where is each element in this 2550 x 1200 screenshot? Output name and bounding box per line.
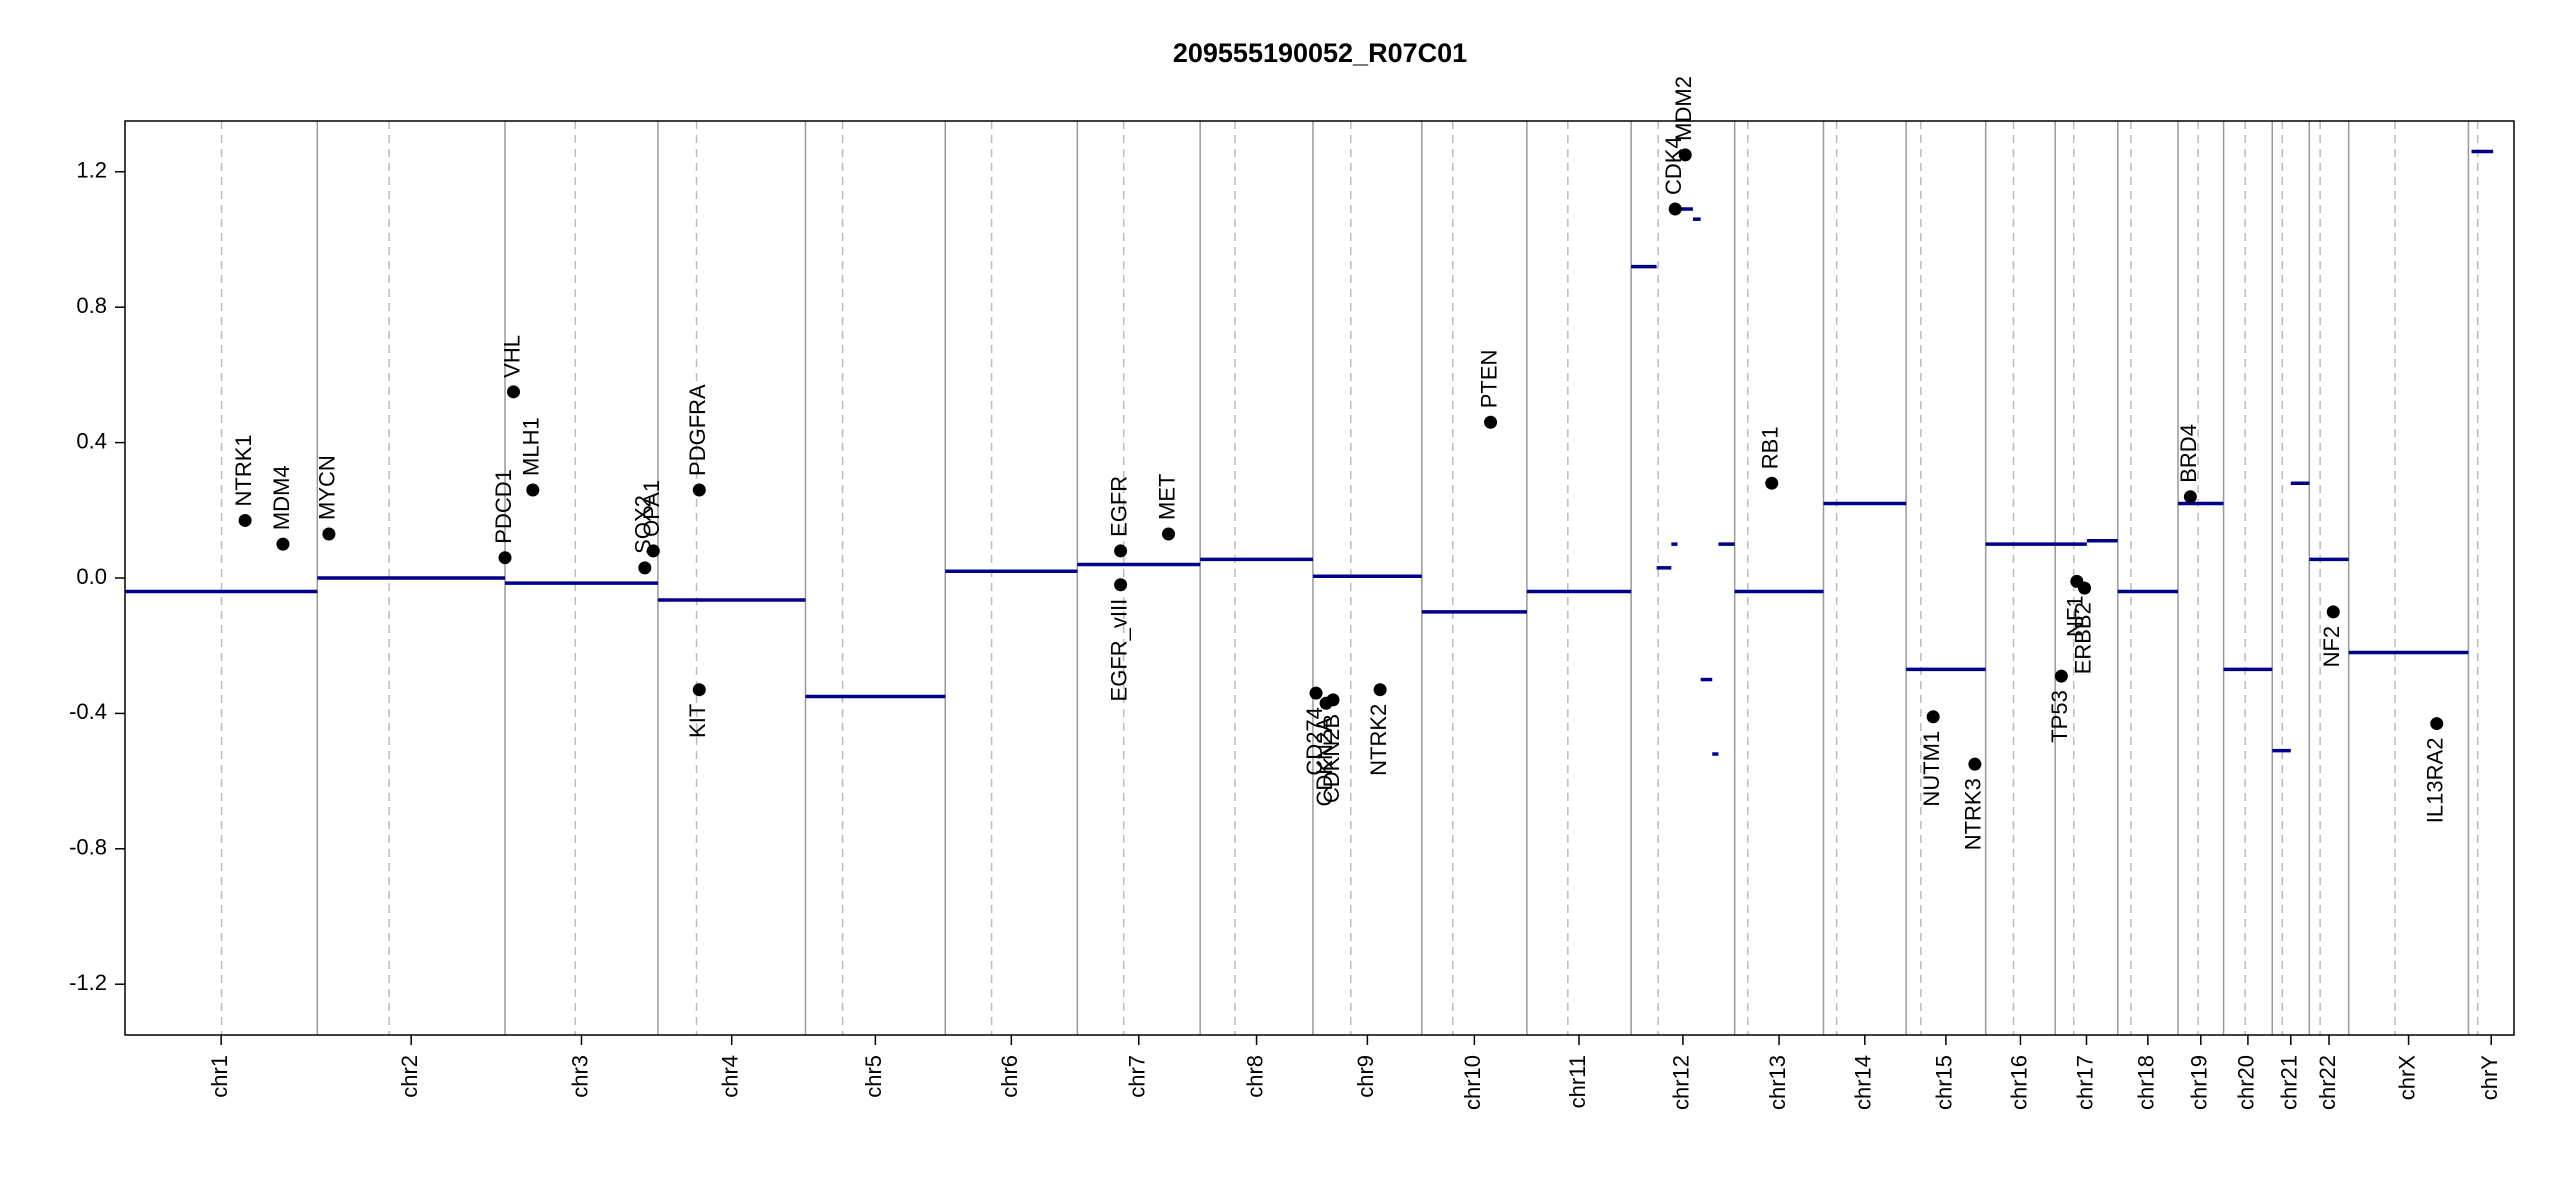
- gene-label: PDCD1: [491, 469, 516, 544]
- x-tick-label: chr9: [1353, 1055, 1378, 1098]
- x-tick-label: chr8: [1242, 1055, 1267, 1098]
- gene-label: EGFR: [1106, 476, 1131, 537]
- gene-label: CDKN2B: [1319, 714, 1344, 803]
- gene-point: [1373, 683, 1387, 697]
- gene-label: EGFR_vIII: [1106, 599, 1131, 702]
- gene-point: [2183, 490, 2197, 504]
- gene-label: MET: [1154, 474, 1179, 520]
- y-tick-label: 0.4: [76, 428, 107, 453]
- x-tick-label: chr4: [718, 1055, 743, 1098]
- gene-point: [498, 551, 512, 565]
- gene-point: [507, 385, 521, 399]
- x-tick-label: chr12: [1669, 1055, 1694, 1110]
- gene-point: [1484, 415, 1498, 429]
- gene-label: SOX2: [631, 495, 656, 554]
- chart-title: 209555190052_R07C01: [1173, 38, 1467, 68]
- gene-label: MDM2: [1671, 76, 1696, 141]
- x-tick-label: chr7: [1125, 1055, 1150, 1098]
- y-tick-label: -0.4: [69, 699, 107, 724]
- x-tick-label: chr20: [2234, 1055, 2259, 1110]
- x-tick-label: chr14: [1851, 1055, 1876, 1110]
- gene-label: MDM4: [269, 465, 294, 530]
- gene-point: [238, 513, 252, 527]
- gene-point: [1326, 693, 1340, 707]
- gene-label: NTRK1: [231, 434, 256, 506]
- y-tick-label: -0.8: [69, 835, 107, 860]
- gene-point: [638, 561, 652, 575]
- x-tick-label: chr22: [2315, 1055, 2340, 1110]
- gene-point: [1668, 202, 1682, 216]
- gene-point: [1968, 757, 1982, 771]
- x-tick-label: chr18: [2134, 1055, 2159, 1110]
- x-tick-label: chr10: [1460, 1055, 1485, 1110]
- y-tick-label: 0.0: [76, 564, 107, 589]
- x-tick-label: chr2: [397, 1055, 422, 1098]
- gene-label: NTRK3: [1961, 778, 1986, 850]
- gene-label: NF2: [2319, 626, 2344, 668]
- gene-label: NF1: [2063, 595, 2088, 637]
- x-tick-label: chr6: [997, 1055, 1022, 1098]
- gene-label: PTEN: [1476, 350, 1501, 409]
- x-tick-label: chr21: [2277, 1055, 2302, 1110]
- x-tick-label: chr11: [1565, 1055, 1590, 1108]
- x-tick-label: chr3: [567, 1055, 592, 1098]
- x-tick-label: chr13: [1765, 1055, 1790, 1110]
- gene-point: [692, 483, 706, 497]
- gene-label: NUTM1: [1919, 731, 1944, 807]
- gene-label: ERBB2: [2070, 602, 2095, 674]
- gene-label: MYCN: [315, 455, 340, 520]
- gene-point: [276, 537, 290, 551]
- gene-point: [692, 683, 706, 697]
- gene-point: [2326, 605, 2340, 619]
- gene-point: [1114, 544, 1128, 558]
- gene-point: [1114, 578, 1128, 592]
- gene-point: [322, 527, 336, 541]
- gene-point: [1161, 527, 1175, 541]
- gene-label: OPA1: [639, 480, 664, 537]
- gene-label: MLH1: [519, 417, 544, 476]
- plot-frame: [124, 120, 2515, 1036]
- y-tick-label: 0.8: [76, 293, 107, 318]
- gene-label: TP53: [2047, 690, 2072, 743]
- gene-point: [2078, 581, 2092, 595]
- x-tick-label: chr16: [2006, 1055, 2031, 1110]
- y-tick-label: 1.2: [76, 158, 107, 183]
- gene-label: CD274: [1302, 707, 1327, 775]
- x-tick-label: chr5: [861, 1055, 886, 1098]
- x-tick-label: chr17: [2072, 1055, 2097, 1110]
- gene-label: CDK4: [1661, 136, 1686, 195]
- gene-label: PDGFRA: [685, 384, 710, 476]
- gene-point: [1765, 476, 1779, 490]
- y-tick-label: -1.2: [69, 970, 107, 995]
- gene-label: CDKN2A: [1312, 717, 1337, 807]
- gene-point: [526, 483, 540, 497]
- x-tick-label: chr19: [2187, 1055, 2212, 1110]
- x-tick-label: chr1: [207, 1055, 232, 1098]
- x-tick-label: chr15: [1932, 1055, 1957, 1110]
- gene-point: [1678, 148, 1692, 162]
- gene-label: BRD4: [2176, 424, 2201, 483]
- x-tick-label: chrX: [2394, 1055, 2419, 1101]
- gene-label: KIT: [685, 704, 710, 738]
- gene-point: [1309, 686, 1323, 700]
- gene-point: [646, 544, 660, 558]
- gene-point: [2054, 669, 2068, 683]
- gene-label: RB1: [1758, 426, 1783, 469]
- gene-label: VHL: [499, 335, 524, 378]
- gene-point: [1926, 710, 1940, 724]
- gene-label: IL13RA2: [2423, 738, 2448, 824]
- gene-point: [2430, 717, 2444, 731]
- x-tick-label: chrY: [2477, 1055, 2502, 1101]
- gene-label: NTRK2: [1366, 704, 1391, 776]
